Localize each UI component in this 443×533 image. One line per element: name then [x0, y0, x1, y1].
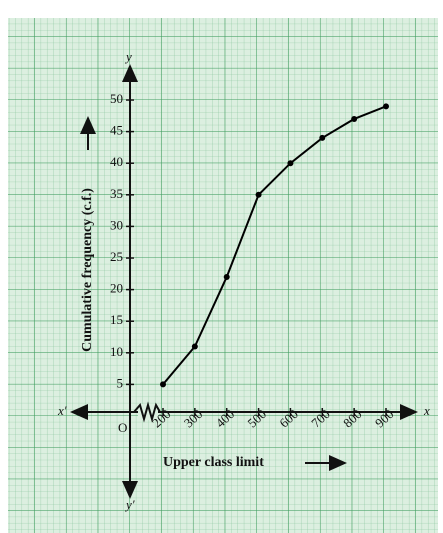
graph-paper-major — [8, 18, 438, 533]
y-tick-label: 30 — [110, 217, 123, 232]
y-tick-label: 25 — [110, 249, 123, 264]
point — [287, 160, 294, 167]
ogive-line — [162, 105, 387, 386]
y-tick-label: 50 — [110, 91, 123, 106]
point — [319, 134, 326, 141]
y-tick-label: 20 — [110, 281, 123, 296]
axis-letter: y — [124, 49, 132, 64]
point — [255, 191, 262, 198]
point — [223, 273, 230, 280]
axis-letter: x′ — [57, 403, 67, 418]
y-tick-label: 15 — [110, 312, 123, 327]
y-tick-label: 40 — [110, 154, 123, 169]
point — [351, 115, 358, 122]
y-tick-label: 45 — [110, 123, 123, 138]
y-tick-label: 10 — [110, 344, 123, 359]
y-tick-label: 35 — [110, 186, 123, 201]
x-axis-label: Upper class limit — [163, 455, 264, 470]
point — [191, 343, 198, 350]
axis-break — [133, 401, 161, 423]
axis-letter: x — [423, 403, 430, 418]
y-axis-label: Cumulative frequency (c.f.) — [80, 188, 95, 352]
point — [383, 103, 389, 110]
axis-letter: y′ — [124, 497, 135, 512]
y-tick-label: 5 — [117, 375, 124, 390]
point — [160, 381, 166, 388]
origin-label: O — [118, 420, 127, 435]
